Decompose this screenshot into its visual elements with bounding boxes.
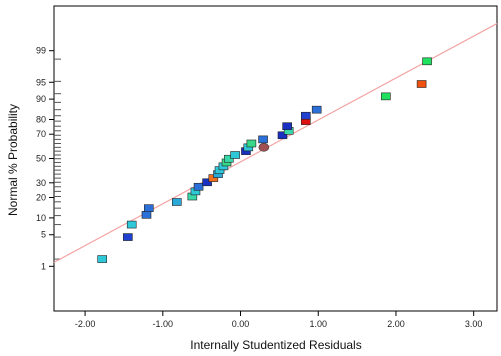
y-tick-label: 50	[36, 154, 46, 164]
x-tick-label: 3.00	[465, 319, 483, 329]
data-point	[277, 131, 288, 140]
x-tick-label: 1.00	[309, 319, 327, 329]
data-point	[144, 204, 154, 212]
data-point	[282, 122, 292, 131]
x-tick-label: -1.00	[153, 319, 174, 329]
data-point	[171, 198, 182, 206]
data-points	[97, 57, 432, 263]
x-tick-label: 0.00	[232, 319, 250, 329]
data-point	[141, 211, 152, 219]
y-tick-label: 99	[36, 46, 46, 56]
y-tick-label: 30	[36, 178, 46, 188]
y-tick-label: 90	[36, 94, 46, 104]
y-tick-label: 10	[36, 213, 46, 223]
data-point	[422, 57, 432, 66]
data-point	[416, 80, 427, 88]
y-rug-marks	[54, 58, 61, 260]
x-axis-ticks: -2.00 -1.00 0.00 1.00 2.00 3.00	[75, 311, 483, 329]
y-tick-label: 5	[41, 230, 46, 240]
data-point	[311, 105, 322, 114]
y-axis-title: Normal % Probability	[6, 104, 20, 216]
x-axis-title: Internally Studentized Residuals	[190, 338, 361, 352]
data-point	[123, 233, 133, 241]
y-tick-label: 95	[36, 77, 46, 87]
data-point	[97, 255, 107, 263]
data-point	[301, 111, 311, 120]
y-axis-ticks: 1 5 10 20 30 50 70 80 90 95 99	[36, 46, 54, 271]
data-point	[258, 135, 268, 144]
data-point	[230, 151, 240, 159]
data-point	[193, 182, 204, 191]
data-point	[258, 143, 270, 152]
x-tick-label: -2.00	[75, 319, 96, 329]
data-point	[126, 220, 137, 229]
data-point	[246, 139, 257, 148]
x-tick-label: 2.00	[387, 319, 405, 329]
y-tick-label: 70	[36, 129, 46, 139]
data-point	[381, 92, 391, 101]
y-tick-label: 20	[36, 193, 46, 203]
y-tick-label: 80	[36, 114, 46, 124]
data-point	[202, 178, 212, 187]
y-tick-label: 1	[41, 261, 46, 271]
